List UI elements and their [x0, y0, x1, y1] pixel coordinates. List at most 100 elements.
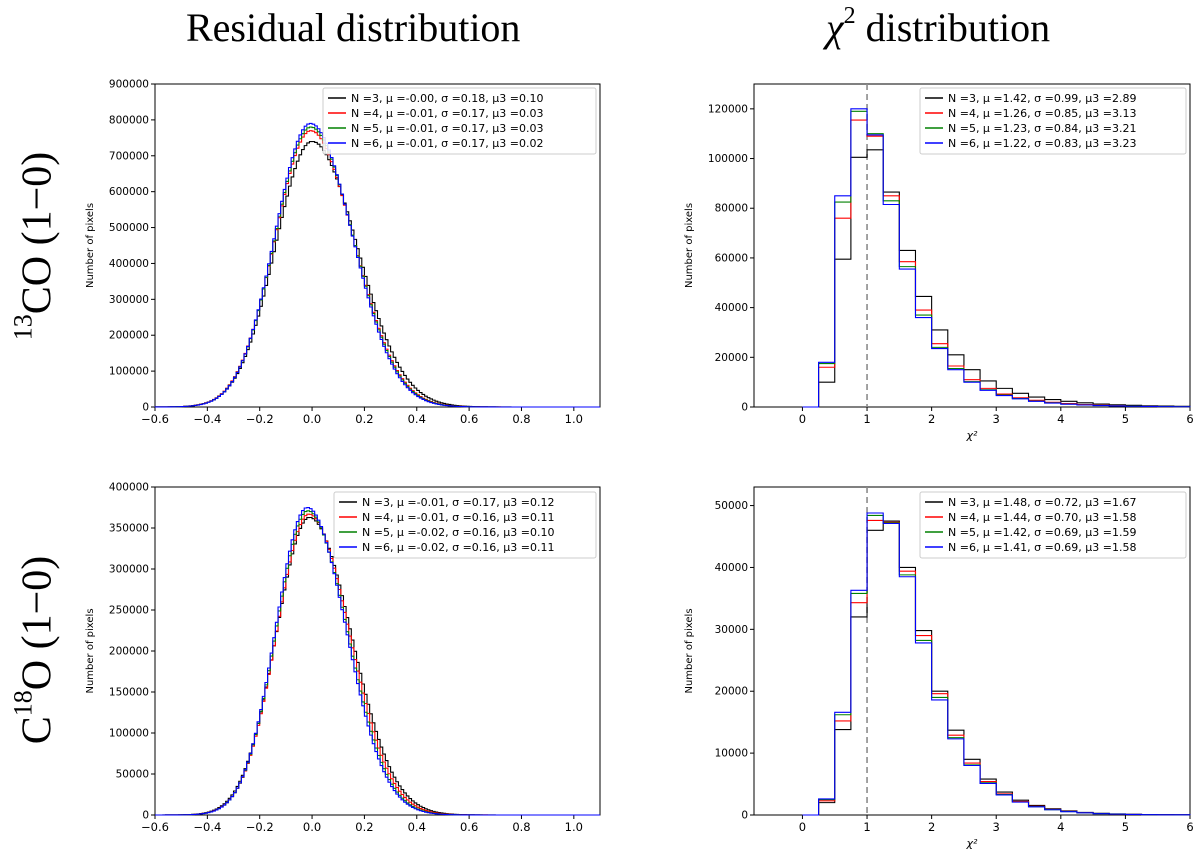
histogram-series — [802, 520, 1191, 816]
histogram-series — [154, 130, 600, 408]
legend-entry-label: N =4, μ =-0.01, σ =0.17, μ3 =0.03 — [351, 107, 543, 120]
histogram-series — [802, 119, 1191, 408]
y-tick-label: 120000 — [708, 103, 748, 115]
histogram-series — [802, 108, 1191, 408]
legend-entry-label: N =5, μ =-0.02, σ =0.16, μ3 =0.10 — [362, 526, 554, 539]
x-tick-label: 4 — [1057, 820, 1064, 834]
histogram-series — [802, 110, 1191, 408]
y-tick-label: 200000 — [109, 646, 149, 658]
y-tick-label: 200000 — [109, 330, 149, 342]
legend: N =3, μ =1.42, σ =0.99, μ3 =2.89 N =4, μ … — [919, 87, 1187, 155]
x-tick-label: −0.4 — [193, 820, 221, 834]
y-tick-label: 900000 — [109, 79, 149, 91]
y-tick-label: 150000 — [109, 687, 149, 699]
x-axis-label: χ² — [966, 429, 979, 442]
x-tick-label: 0 — [799, 820, 806, 834]
x-tick-label: 4 — [1057, 412, 1064, 426]
legend-entry-label: N =3, μ =1.42, σ =0.99, μ3 =2.89 — [948, 92, 1137, 105]
y-tick-label: 20000 — [715, 686, 748, 698]
y-tick-label: 40000 — [715, 302, 748, 314]
legend-entry-label: N =3, μ =1.48, σ =0.72, μ3 =1.67 — [948, 496, 1137, 509]
legend-entry-label: N =6, μ =-0.01, σ =0.17, μ3 =0.02 — [351, 137, 543, 150]
column-title-residual: Residual distribution — [186, 4, 520, 51]
histogram-series — [155, 507, 600, 816]
x-tick-label: 0.0 — [303, 820, 321, 834]
legend-entry-label: N =6, μ =1.22, σ =0.83, μ3 =3.23 — [948, 137, 1137, 150]
x-tick-label: 2 — [928, 412, 935, 426]
y-tick-label: 20000 — [715, 352, 748, 364]
x-tick-label: −0.6 — [141, 820, 169, 834]
x-tick-label: 1 — [863, 412, 870, 426]
x-tick-label: 3 — [993, 820, 1000, 834]
y-tick-label: 60000 — [715, 252, 748, 264]
y-tick-label: 10000 — [715, 748, 748, 760]
x-tick-label: 6 — [1186, 820, 1193, 834]
x-tick-label: 0.4 — [408, 412, 426, 426]
x-tick-label: 5 — [1122, 412, 1129, 426]
legend-entry-label: N =4, μ =1.26, σ =0.85, μ3 =3.13 — [948, 107, 1137, 120]
legend-entry-label: N =6, μ =1.41, σ =0.69, μ3 =1.58 — [948, 541, 1137, 554]
histogram-series — [802, 519, 1191, 816]
legend-entry-label: N =4, μ =-0.01, σ =0.16, μ3 =0.11 — [362, 511, 554, 524]
legend: N =3, μ =-0.01, σ =0.17, μ3 =0.12 N =4, μ… — [333, 491, 597, 559]
y-tick-label: 100000 — [109, 366, 149, 378]
legend-entry-label: N =4, μ =1.44, σ =0.70, μ3 =1.58 — [948, 511, 1137, 524]
x-tick-label: 0.8 — [512, 412, 530, 426]
histogram-series — [155, 513, 600, 816]
plot-frame — [753, 83, 1191, 408]
chart-residual_13co: 0 100000 200000 300000 400000 500000 600000 700… — [85, 79, 601, 426]
legend-box — [919, 87, 1187, 155]
y-tick-label: 40000 — [715, 562, 748, 574]
y-tick-label: 250000 — [109, 605, 149, 617]
histogram-series — [154, 122, 600, 408]
x-tick-label: 2 — [928, 820, 935, 834]
histogram-series — [802, 514, 1191, 816]
histogram-series — [802, 149, 1191, 408]
column-title-chi2: χ2 distribution — [826, 3, 1050, 51]
histogram-series — [802, 512, 1191, 816]
x-tick-label: 0.2 — [355, 412, 373, 426]
y-tick-label: 400000 — [109, 258, 149, 270]
y-tick-label: 800000 — [109, 114, 149, 126]
legend-entry-label: N =5, μ =1.23, σ =0.84, μ3 =3.21 — [948, 122, 1137, 135]
legend-entry-label: N =5, μ =-0.01, σ =0.17, μ3 =0.03 — [351, 122, 543, 135]
y-tick-label: 50000 — [116, 769, 149, 781]
y-tick-label: 300000 — [109, 294, 149, 306]
y-tick-label: 400000 — [109, 482, 149, 494]
y-tick-label: 50000 — [715, 500, 748, 512]
chi-symbol: χ — [826, 5, 844, 50]
x-tick-label: 1.0 — [565, 412, 583, 426]
y-tick-label: 350000 — [109, 523, 149, 535]
column-title-residual-text: Residual distribution — [186, 5, 521, 50]
histogram-series — [154, 126, 600, 408]
y-tick-label: 100000 — [708, 153, 748, 165]
plot-frame — [753, 486, 1191, 816]
x-tick-label: −0.4 — [193, 412, 221, 426]
x-axis-label: χ² — [966, 837, 979, 850]
x-tick-label: 3 — [993, 412, 1000, 426]
legend-entry-label: N =5, μ =1.42, σ =0.69, μ3 =1.59 — [948, 526, 1137, 539]
y-tick-label: 80000 — [715, 203, 748, 215]
y-tick-label: 300000 — [109, 564, 149, 576]
y-axis-label: Number of pixels — [684, 608, 695, 693]
histogram-series — [154, 140, 600, 408]
x-tick-label: −0.2 — [246, 412, 274, 426]
legend: N =3, μ =-0.00, σ =0.18, μ3 =0.10 N =4, μ… — [322, 87, 597, 155]
legend-box — [333, 491, 597, 559]
x-tick-label: 1.0 — [565, 820, 583, 834]
x-tick-label: 0.0 — [303, 412, 321, 426]
y-tick-label: 100000 — [109, 728, 149, 740]
y-tick-label: 0 — [741, 810, 748, 822]
x-tick-label: −0.2 — [246, 820, 274, 834]
x-tick-label: 0.8 — [512, 820, 530, 834]
plot-frame — [154, 83, 601, 408]
x-tick-label: 0.6 — [460, 820, 478, 834]
legend-entry-label: N =3, μ =-0.01, σ =0.17, μ3 =0.12 — [362, 496, 554, 509]
x-tick-label: 1 — [863, 820, 870, 834]
legend: N =3, μ =1.48, σ =0.72, μ3 =1.67 N =4, μ … — [919, 491, 1187, 559]
y-tick-label: 700000 — [109, 150, 149, 162]
y-tick-label: 0 — [142, 402, 149, 414]
legend-box — [322, 87, 597, 155]
y-axis-label: Number of pixels — [85, 203, 96, 288]
y-axis-label: Number of pixels — [85, 608, 96, 693]
